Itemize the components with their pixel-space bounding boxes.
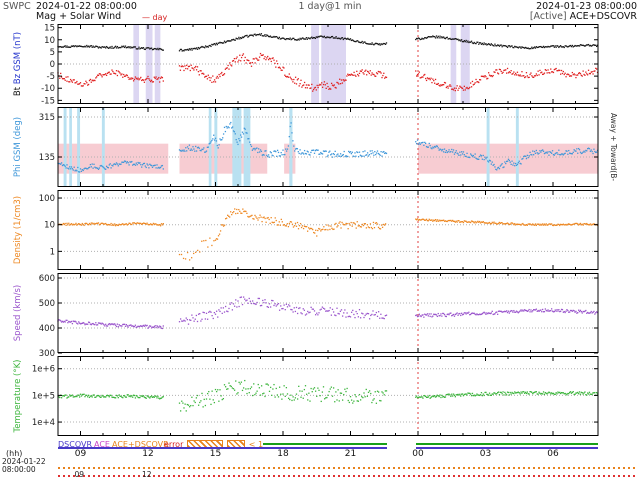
source-label: SWPC: [3, 1, 31, 12]
x-tick-label: 03: [479, 449, 492, 459]
source-coverage-bar: [415, 447, 598, 449]
y-tick-label: 135: [39, 153, 55, 163]
panel-density: 100 10 1: [39, 190, 599, 270]
y-tick-label: 1e+6: [32, 365, 55, 375]
y-tick-label: 5: [50, 48, 55, 58]
ylabel-part: Bz GSM (nT): [13, 31, 23, 85]
status-line: [Active] ACE+DSCOVR: [530, 11, 637, 22]
x-tick-label: 18: [277, 449, 289, 459]
x-tick-label: 06: [547, 449, 559, 459]
ylabel-temperature: Temperature (°K): [13, 356, 23, 436]
bottom-strip: [58, 467, 636, 469]
y-tick-label: 10: [44, 36, 55, 46]
x-tick-label: 12: [142, 449, 154, 459]
y-tick-label: -10: [41, 84, 55, 94]
y-tick-label: -5: [47, 72, 55, 82]
day-marker-label: — day: [142, 13, 168, 22]
legend-item-ace: ACE: [94, 440, 110, 449]
y-tick-label: 600: [39, 274, 55, 284]
resolution-label: 1 day@1 min: [298, 1, 362, 12]
y-tick-label: 100: [39, 194, 55, 204]
source-coverage-bar: [262, 443, 387, 445]
axis-start-date: 2024-01-22: [2, 457, 46, 466]
bottom-strip: [58, 475, 636, 477]
legend-item-ace-dscovr: ACE+DSCOVR: [112, 440, 169, 449]
legend-item-dscovr: DSCOVR: [58, 440, 93, 449]
ylabel-part: Speed (km/s): [13, 284, 23, 342]
satellites-label: ACE+DSCOVR: [569, 11, 637, 22]
legend-item-error: error: [164, 440, 184, 449]
x-tick-label: 09: [74, 449, 87, 459]
ylabel-part: Temperature (°K): [13, 359, 23, 433]
y-tick-label: 1e+4: [32, 418, 55, 428]
error-threshold-label: < 1: [248, 440, 264, 449]
axis-start-clock: 08:00:00: [2, 465, 36, 474]
y-tick-label: 15: [44, 24, 55, 34]
right-ylabel-phi: Away + Toward(B-: [609, 112, 618, 182]
ylabel-phi: Phi GSM (deg): [13, 107, 23, 187]
plot-end-time: 2024-01-23 08:00:00: [536, 1, 637, 12]
y-tick-label: 500: [39, 299, 55, 309]
ylabel-part: Density (1/cm3): [13, 195, 23, 265]
ylabel-density: Density (1/cm3): [13, 190, 23, 270]
bottom-sub-tick-label: 09: [74, 469, 85, 478]
plot-start-time: 2024-01-22 08:00:00: [36, 1, 137, 12]
status-badge: [Active]: [529, 11, 567, 22]
source-coverage-bar: [415, 443, 598, 445]
bottom-sub-tick-label: 12: [142, 469, 152, 478]
x-tick-label: 15: [209, 449, 222, 459]
panel-temperature: 1e+6 1e+5 1e+4: [32, 356, 599, 436]
panel-speed: 600 500 400 300: [39, 273, 599, 359]
ylabel-speed: Speed (km/s): [13, 273, 23, 353]
y-tick-label: 1e+5: [32, 391, 55, 401]
plot-title: Mag + Solar Wind: [36, 11, 122, 22]
y-tick-label: 300: [39, 349, 55, 359]
y-tick-label: 0: [50, 60, 55, 70]
panel-mag: 15 10 5 0 -5 -10 -15: [41, 24, 599, 106]
source-coverage-bar: [58, 447, 387, 449]
ylabel-part: Phi GSM (deg): [13, 116, 23, 178]
y-tick-label: 10: [44, 221, 55, 231]
x-tick-label: 21: [344, 449, 357, 459]
ylabel-mag: Bt Bz GSM (nT): [13, 24, 23, 104]
y-tick-label: 315: [39, 113, 55, 123]
hh-axis-label: (hh): [6, 449, 23, 458]
ylabel-part: Bt: [13, 84, 23, 97]
x-tick-label: 00: [412, 449, 424, 459]
y-tick-label: -15: [41, 96, 55, 106]
y-tick-label: 1: [50, 247, 55, 257]
panel-phi: 315 135: [39, 107, 599, 187]
y-tick-label: 400: [39, 324, 55, 334]
